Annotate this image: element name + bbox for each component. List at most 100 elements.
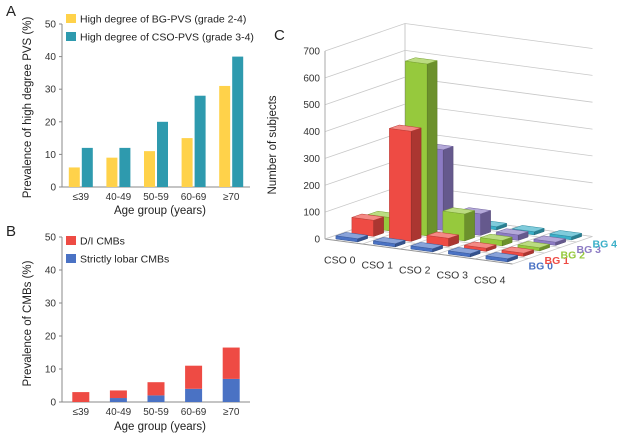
panel-c-x-tick-label: CSO 4 [474, 275, 506, 287]
panel-c-gridline [324, 103, 593, 132]
panel-b-x-tick-label: 40-49 [106, 407, 132, 418]
panel-c-bar-top [464, 241, 497, 249]
panel-a-legend-label: High degree of CSO-PVS (grade 3-4) [80, 32, 254, 44]
panel-a-x-tick-label: 50-59 [143, 192, 169, 203]
panel-a-bar [219, 85, 231, 187]
panel-a-y-tick-label: 50 [45, 20, 57, 31]
panel-c-bars [335, 57, 582, 263]
panel-c-bar-top [351, 213, 384, 221]
panel-a-y-tick-label: 10 [45, 150, 57, 161]
panel-c-bar-top [373, 237, 406, 244]
panel-c-bar-top [480, 233, 513, 241]
panel-c-bar-top [405, 57, 438, 65]
panel-letter-a: A [6, 3, 16, 20]
panel-b-y-tick-label: 10 [45, 365, 57, 376]
panel-c-z-tick-label: 200 [303, 181, 320, 192]
panel-a-x-tick-label: 60-69 [181, 192, 207, 203]
panel-c-bar-top [533, 235, 566, 243]
panel-c-depth-tick-label: BG 1 [545, 255, 570, 267]
panel-c-gridline [324, 130, 593, 159]
panel-c-bar-top [442, 207, 475, 215]
panel-c-bar-top [448, 247, 481, 254]
panel-a-bar [144, 151, 155, 187]
panel-b-y-tick-label: 40 [45, 266, 57, 277]
panel-a-bar [119, 147, 131, 187]
panel-c-gridline [324, 157, 593, 186]
panel-a-legend-label: High degree of BG-PVS (grade 2-4) [80, 14, 246, 26]
panel-a-x-axis-title: Age group (years) [114, 205, 206, 217]
panel-c-depth-tick-label: BG 2 [561, 249, 586, 261]
panel-c-bar-top [485, 252, 518, 259]
panel-letter-c: C [274, 27, 285, 44]
panel-a-y-tick-label: 30 [45, 85, 57, 96]
panel-a-bar [106, 157, 118, 187]
panel-c-z-tick-label: 0 [314, 235, 320, 246]
panel-b-x-tick-label: ≥70 [223, 407, 240, 418]
panel-c-bar-side [410, 127, 422, 242]
panel-a-bar [81, 147, 93, 187]
panel-b-y-tick-label: 0 [50, 398, 56, 409]
panel-b-y-axis-title: Prevalence of CMBs (%) [22, 260, 34, 386]
panel-b-y-tick-label: 20 [45, 332, 57, 343]
panel-a-bar [194, 95, 206, 187]
panel-c-z-tick-label: 100 [303, 208, 320, 219]
panel-b-bar-segment [109, 390, 127, 399]
panel-c-x-tick-label: CSO 3 [436, 270, 468, 282]
panel-a-x-tick-label: ≥70 [223, 192, 240, 203]
panel-b-bar-segment [147, 395, 165, 402]
panel-c-bar-side [464, 210, 475, 242]
panel-c-depth-tick-label: BG 3 [577, 244, 602, 256]
panel-a-y-tick-label: 40 [45, 52, 57, 63]
panel-a-x-tick-label: 40-49 [106, 192, 132, 203]
panel-c-z-tick-label: 600 [303, 73, 320, 84]
panel-a-bar [157, 121, 168, 187]
panel-c-bar-top [517, 241, 550, 248]
panel-b-bar-segment [109, 398, 127, 402]
panel-c-bar-front [389, 128, 412, 242]
panel-a-y-axis-title: Prevalence of high degree PVS (%) [22, 17, 34, 199]
panel-c-floor-line [474, 231, 556, 260]
panel-c-depth-tick-label: BG 0 [529, 260, 554, 272]
panel-b-bar-segment [147, 382, 165, 396]
panel-c-bar-top [389, 124, 422, 132]
panel-c-gridline [324, 49, 593, 79]
panel-b-x-axis-title: Age group (years) [114, 421, 206, 433]
panel-c-gridline [324, 184, 593, 213]
panel-c-depth-tick-label: BG 4 [593, 238, 618, 250]
panel-b-x-tick-label: 50-59 [143, 407, 169, 418]
panel-b-y-tick-label: 30 [45, 299, 57, 310]
panel-a-legend-swatch [66, 14, 76, 23]
panel-c-z-tick-label: 500 [303, 100, 320, 111]
panel-a-x-tick-label: ≤39 [72, 192, 89, 203]
panel-letter-b: B [6, 223, 16, 240]
panel-c-z-tick-label: 300 [303, 154, 320, 165]
panel-b-bar-segment [72, 392, 90, 402]
panel-c-gridline [324, 23, 593, 52]
panel-a-legend-swatch [66, 32, 76, 41]
panel-c-z-tick-label: 400 [303, 127, 320, 138]
panel-c-z-axis-title: Number of subjects [267, 95, 279, 194]
panel-c-bar-top [501, 246, 534, 254]
panel-a-y-tick-label: 20 [45, 117, 57, 128]
panel-c-bar-top [496, 228, 529, 236]
panel-c-bar-top [426, 231, 459, 239]
panel-c-bar-top [549, 230, 582, 237]
panel-a-bar [232, 56, 244, 187]
panel-b-bar-segment [185, 365, 203, 389]
panel-c-bar-top [335, 232, 368, 239]
panel-c-floor-line [512, 236, 593, 265]
panel-c-x-tick-label: CSO 1 [361, 260, 393, 272]
panel-c-bar-side [426, 60, 438, 237]
panel-c-bar-top [512, 225, 545, 232]
panel-b-bar-segment [185, 388, 203, 402]
panel-b-bar-segment [222, 347, 240, 379]
panel-c-bar-top [410, 242, 443, 249]
panel-b-x-tick-label: 60-69 [181, 407, 207, 418]
panel-c-bar-side [480, 210, 491, 236]
panel-a-bar [68, 167, 80, 187]
panel-b-legend-label: D/I CMBs [80, 236, 125, 248]
panel-c-x-axis [324, 238, 513, 265]
panel-b-legend-swatch [66, 236, 76, 245]
panel-b-x-tick-label: ≤39 [72, 407, 89, 418]
